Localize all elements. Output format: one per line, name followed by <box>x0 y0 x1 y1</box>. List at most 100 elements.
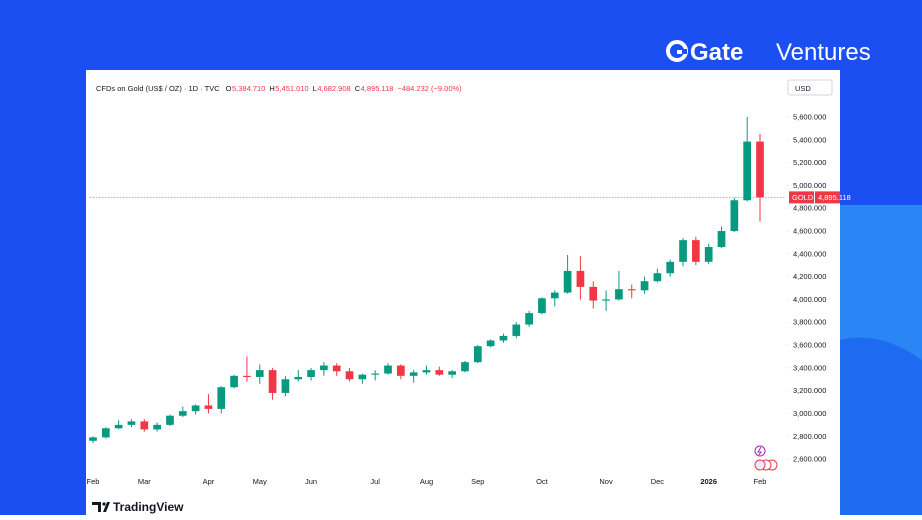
x-tick-label: Feb <box>754 477 767 486</box>
candle-body <box>307 370 315 377</box>
event-icon <box>754 459 766 471</box>
brand-name: Gate <box>690 39 743 66</box>
y-tick-label: 4,600.000 <box>793 227 826 236</box>
candle-body <box>230 375 238 388</box>
x-tick-label: Mar <box>138 477 151 486</box>
candle-body <box>743 141 752 201</box>
candle-body <box>756 141 764 198</box>
y-tick-label: 2,600.000 <box>793 455 826 464</box>
candle-body <box>191 405 200 412</box>
legend-value: 4,682.908 <box>317 84 350 93</box>
x-tick-label: May <box>253 477 267 486</box>
y-tick-label: 5,200.000 <box>793 158 826 167</box>
tv-mark <box>102 502 106 506</box>
candle-body <box>409 372 418 376</box>
candle-body <box>294 376 303 380</box>
candle-body <box>525 313 533 325</box>
event-icons <box>754 445 778 471</box>
candle-body <box>101 428 110 438</box>
candle-body <box>640 281 649 291</box>
price-tag-value: 4,895.118 <box>818 193 851 202</box>
candle-body <box>332 365 341 372</box>
chart-panel <box>86 70 840 515</box>
candle-body <box>422 370 431 373</box>
legend-value: 5,384.710 <box>232 84 265 93</box>
candle-body <box>499 335 508 341</box>
tradingview-logo: TradingView <box>92 500 184 514</box>
candle-body <box>653 273 662 282</box>
candle-body <box>486 340 495 347</box>
y-tick-label: 4,200.000 <box>793 272 826 281</box>
chart-title: CFDs on Gold (US$ / OZ) · 1D · TVC <box>96 84 220 93</box>
candle-body <box>127 421 136 425</box>
candle-body <box>358 374 367 380</box>
y-tick-label: 3,600.000 <box>793 341 826 350</box>
y-tick-label: 4,000.000 <box>793 295 826 304</box>
y-tick-label: 3,800.000 <box>793 318 826 327</box>
y-tick-label: 3,400.000 <box>793 363 826 372</box>
event-icon <box>757 446 762 456</box>
y-tick-label: 5,400.000 <box>793 135 826 144</box>
x-tick-label: Dec <box>651 477 665 486</box>
footer-brand: TradingView <box>113 500 184 514</box>
price-tag-name: GOLD <box>792 193 814 202</box>
candle-body <box>692 240 700 262</box>
candle-body <box>114 424 123 429</box>
decoration <box>840 337 922 515</box>
candle-body <box>473 346 482 363</box>
candle-body <box>166 415 174 425</box>
candle-body <box>435 370 444 375</box>
candle-body <box>204 405 213 409</box>
legend-change: −484.232 (−9.00%) <box>397 84 462 93</box>
candle-body <box>268 370 277 393</box>
candle-body <box>679 240 687 262</box>
candle-body <box>563 270 572 293</box>
candle-body <box>448 371 457 375</box>
x-tick-label: 2026 <box>700 477 717 486</box>
legend-key: H <box>269 84 274 93</box>
y-tick-label: 4,400.000 <box>793 249 826 258</box>
candle-body <box>550 292 559 299</box>
y-tick-label: 5,000.000 <box>793 181 826 190</box>
y-tick-label: 4,800.000 <box>793 204 826 213</box>
candle-body <box>576 270 585 287</box>
x-tick-label: Jul <box>370 477 380 486</box>
x-tick-label: Aug <box>420 477 433 486</box>
y-tick-label: 3,200.000 <box>793 386 826 395</box>
x-tick-label: Apr <box>203 477 215 486</box>
candle-body <box>243 375 251 377</box>
x-tick-label: Jun <box>305 477 317 486</box>
price-tag-name-bg <box>789 191 814 204</box>
candle-body <box>396 365 405 376</box>
legend-value: 5,451.010 <box>275 84 308 93</box>
legend-value: 4,895.118 <box>361 84 394 93</box>
candle-body <box>384 365 392 374</box>
candle-body <box>345 371 354 380</box>
y-tick-label: 5,600.000 <box>793 113 826 122</box>
ohlc-legend: O 5,384.710 H 5,451.010 L 4,682.908 C 4,895.118… <box>226 84 463 93</box>
legend-key: O <box>226 84 232 93</box>
candle-body <box>371 373 380 375</box>
candle-body <box>512 324 521 336</box>
candle-body <box>255 370 264 377</box>
x-tick-label: Feb <box>87 477 100 486</box>
candle-body <box>602 299 610 301</box>
candle-body <box>178 411 187 416</box>
tv-mark <box>92 502 110 512</box>
candle-body <box>666 261 675 274</box>
y-tick-label: 2,800.000 <box>793 432 826 441</box>
brand-logo: Gate Ventures <box>666 39 871 66</box>
candle-body <box>320 365 328 371</box>
currency-box <box>787 79 833 96</box>
candle-body <box>217 387 226 409</box>
currency: USD <box>795 84 811 93</box>
y-tick-label: 3,000.000 <box>793 409 826 418</box>
candle-body <box>704 246 713 262</box>
x-tick-label: Oct <box>536 477 549 486</box>
candle-body <box>627 289 636 291</box>
candle-body <box>281 379 290 393</box>
price-tag-bg <box>815 191 840 204</box>
legend-key: C <box>355 84 361 93</box>
candle-body <box>89 437 97 441</box>
